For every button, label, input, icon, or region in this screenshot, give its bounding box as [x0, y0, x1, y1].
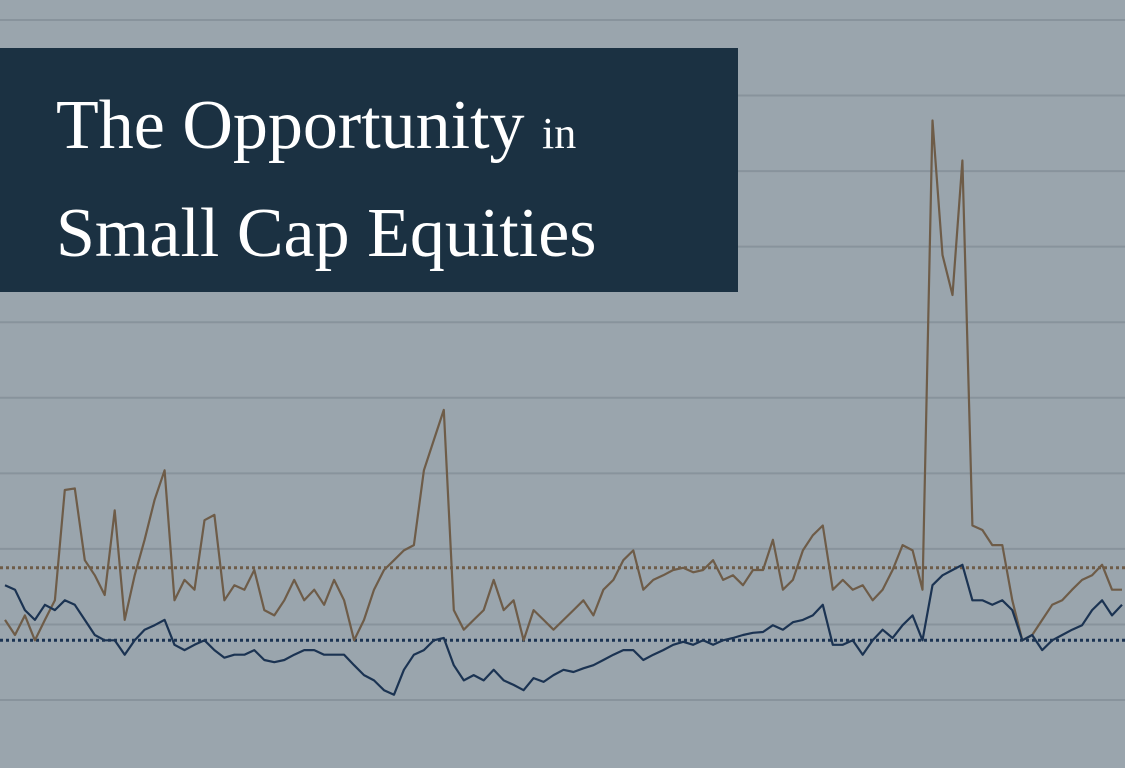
title-line: The Opportunity in [56, 76, 738, 184]
title-text: Small Cap Equities [56, 195, 597, 272]
title-text-small: in [542, 109, 577, 158]
title-line: Small Cap Equities [56, 184, 738, 284]
title-box: The Opportunity in Small Cap Equities [0, 48, 738, 292]
series-line [4, 119, 1122, 642]
series-line [4, 563, 1123, 696]
title-text: The Opportunity [56, 87, 525, 164]
